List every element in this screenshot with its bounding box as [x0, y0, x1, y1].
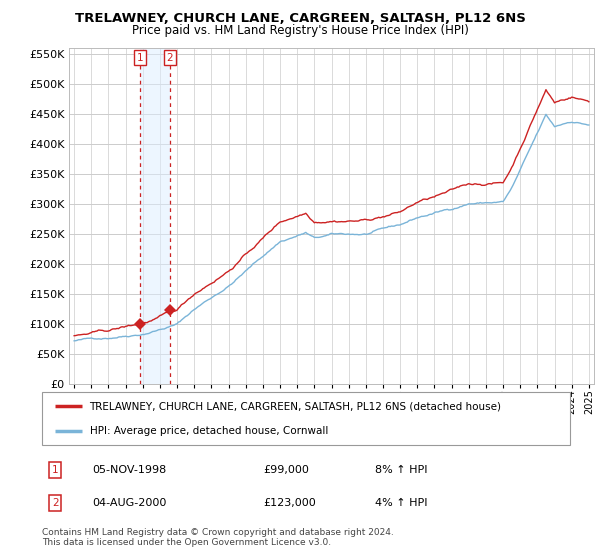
Text: 2: 2 [52, 498, 59, 507]
FancyBboxPatch shape [42, 392, 570, 445]
Text: 1: 1 [137, 53, 143, 63]
Text: TRELAWNEY, CHURCH LANE, CARGREEN, SALTASH, PL12 6NS (detached house): TRELAWNEY, CHURCH LANE, CARGREEN, SALTAS… [89, 402, 502, 412]
Text: £99,000: £99,000 [264, 465, 310, 475]
Bar [140, 48, 170, 384]
Text: TRELAWNEY, CHURCH LANE, CARGREEN, SALTASH, PL12 6NS: TRELAWNEY, CHURCH LANE, CARGREEN, SALTAS… [74, 12, 526, 25]
Text: 4% ↑ HPI: 4% ↑ HPI [374, 498, 427, 507]
Text: Contains HM Land Registry data © Crown copyright and database right 2024.
This d: Contains HM Land Registry data © Crown c… [42, 528, 394, 547]
Text: 2: 2 [167, 53, 173, 63]
Text: Price paid vs. HM Land Registry's House Price Index (HPI): Price paid vs. HM Land Registry's House … [131, 24, 469, 36]
Text: 04-AUG-2000: 04-AUG-2000 [92, 498, 167, 507]
Text: 05-NOV-1998: 05-NOV-1998 [92, 465, 166, 475]
Text: 8% ↑ HPI: 8% ↑ HPI [374, 465, 427, 475]
Text: £123,000: £123,000 [264, 498, 317, 507]
Text: HPI: Average price, detached house, Cornwall: HPI: Average price, detached house, Corn… [89, 426, 328, 436]
Text: 1: 1 [52, 465, 59, 475]
